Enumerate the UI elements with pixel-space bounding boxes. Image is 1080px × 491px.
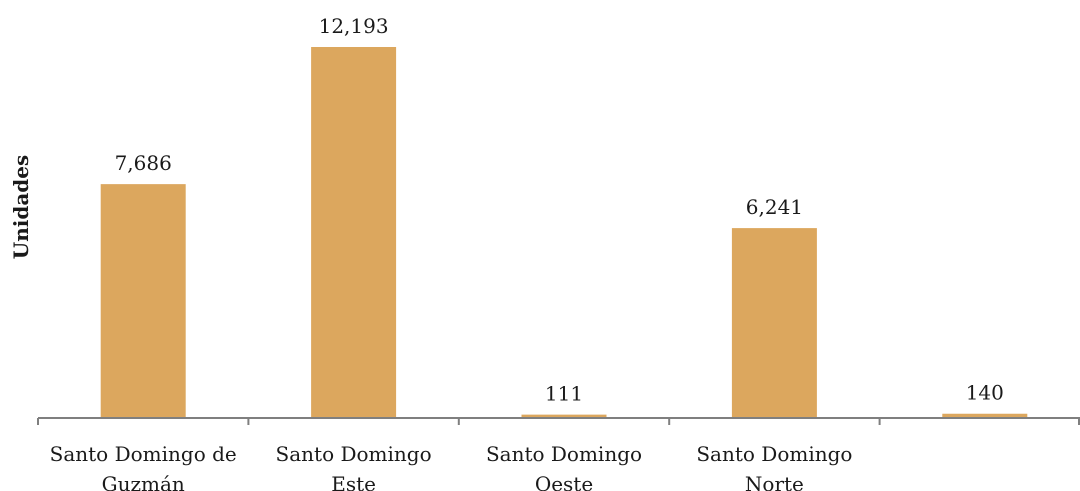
x-tick-labels: Santo Domingo de Guzmán Santo Domingo Este S…: [50, 442, 853, 491]
bars-layer: [100, 47, 1028, 418]
bar: [100, 184, 186, 418]
x-tick-label: Guzmán: [102, 472, 185, 491]
bar-value-label: 6,241: [746, 195, 803, 219]
bar-value-label: 7,686: [115, 151, 172, 175]
x-tick-label: Santo Domingo: [486, 442, 642, 466]
y-axis-label: Unidades: [9, 155, 33, 260]
bar: [311, 47, 397, 418]
x-tick-label: Santo Domingo: [696, 442, 852, 466]
bar-value-label: 140: [966, 381, 1004, 405]
x-tick-label: Norte: [745, 472, 804, 491]
bar-value-label: 111: [545, 382, 583, 406]
x-axis: [37, 417, 1080, 425]
x-tick-label: Oeste: [535, 472, 593, 491]
value-labels-layer: 7,686 12,193 111 6,241 140: [115, 14, 1004, 406]
x-tick-label: Santo Domingo: [276, 442, 432, 466]
bar: [521, 414, 607, 418]
bar: [731, 228, 817, 418]
x-tick-label: Este: [331, 472, 376, 491]
bar-value-label: 12,193: [319, 14, 389, 38]
x-tick-label: Santo Domingo de: [50, 442, 237, 466]
bar: [942, 413, 1028, 418]
